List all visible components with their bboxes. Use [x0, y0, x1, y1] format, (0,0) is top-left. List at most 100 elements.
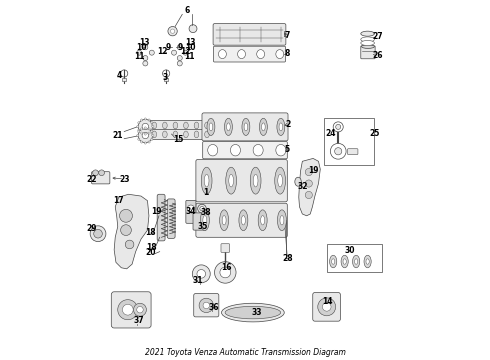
Circle shape [141, 141, 143, 143]
Circle shape [148, 132, 150, 134]
Text: 24: 24 [326, 129, 336, 138]
FancyBboxPatch shape [313, 292, 341, 321]
Circle shape [220, 267, 231, 278]
Ellipse shape [227, 123, 230, 131]
Text: 8: 8 [285, 49, 290, 58]
Ellipse shape [261, 216, 265, 225]
Circle shape [163, 70, 170, 77]
FancyBboxPatch shape [361, 46, 375, 59]
Circle shape [141, 119, 143, 121]
Circle shape [192, 265, 210, 283]
Circle shape [330, 143, 346, 159]
Circle shape [144, 142, 147, 144]
Ellipse shape [253, 174, 258, 187]
Circle shape [215, 262, 236, 283]
Circle shape [143, 45, 148, 50]
FancyBboxPatch shape [213, 24, 286, 45]
Circle shape [138, 131, 140, 133]
Ellipse shape [295, 177, 301, 186]
Text: 25: 25 [369, 129, 380, 138]
Circle shape [151, 131, 153, 133]
Circle shape [137, 306, 143, 313]
Circle shape [93, 170, 98, 176]
Text: 3: 3 [163, 73, 168, 82]
Circle shape [137, 50, 142, 55]
Text: 33: 33 [251, 308, 262, 317]
Text: 2: 2 [285, 120, 291, 129]
Ellipse shape [330, 255, 337, 268]
FancyBboxPatch shape [193, 213, 206, 230]
FancyBboxPatch shape [157, 194, 165, 241]
Circle shape [305, 168, 313, 176]
Ellipse shape [201, 167, 212, 194]
Circle shape [305, 180, 313, 187]
Text: 5: 5 [285, 145, 290, 154]
Circle shape [138, 120, 152, 134]
Ellipse shape [259, 118, 268, 135]
Ellipse shape [343, 259, 346, 264]
Ellipse shape [242, 216, 245, 225]
Circle shape [171, 29, 175, 33]
Ellipse shape [222, 216, 226, 225]
Circle shape [197, 204, 206, 213]
Text: 1: 1 [203, 188, 208, 197]
Text: 13: 13 [139, 39, 149, 48]
Ellipse shape [204, 174, 209, 187]
Ellipse shape [207, 118, 215, 135]
Circle shape [141, 128, 143, 130]
Ellipse shape [361, 40, 374, 45]
Ellipse shape [257, 50, 265, 59]
Text: 9: 9 [165, 43, 171, 52]
Text: 21: 21 [113, 131, 123, 140]
Circle shape [122, 304, 133, 315]
Text: 22: 22 [86, 175, 97, 184]
Circle shape [168, 27, 177, 36]
Text: 30: 30 [345, 246, 355, 255]
Text: 16: 16 [221, 263, 232, 272]
Text: 23: 23 [120, 175, 130, 184]
Circle shape [133, 303, 147, 316]
Text: 14: 14 [322, 297, 333, 306]
Ellipse shape [205, 122, 209, 129]
Circle shape [144, 133, 147, 135]
Text: 19: 19 [151, 207, 162, 216]
Ellipse shape [194, 122, 199, 129]
Text: 38: 38 [200, 208, 211, 217]
Circle shape [148, 119, 150, 121]
FancyBboxPatch shape [149, 121, 210, 130]
Circle shape [99, 170, 104, 176]
Text: 37: 37 [134, 316, 145, 325]
Circle shape [152, 134, 154, 136]
Ellipse shape [278, 174, 282, 187]
Circle shape [138, 128, 152, 143]
Circle shape [177, 55, 182, 60]
Ellipse shape [208, 144, 218, 156]
Ellipse shape [244, 123, 247, 131]
Circle shape [143, 55, 148, 60]
Text: 35: 35 [197, 222, 208, 231]
Ellipse shape [361, 37, 374, 42]
Text: 32: 32 [297, 182, 308, 191]
Ellipse shape [225, 306, 281, 319]
Circle shape [203, 302, 210, 309]
Ellipse shape [200, 210, 209, 231]
Bar [122, 78, 126, 81]
Circle shape [125, 240, 134, 249]
FancyBboxPatch shape [347, 149, 358, 154]
Text: 10: 10 [185, 43, 196, 52]
Ellipse shape [277, 210, 286, 231]
Ellipse shape [277, 118, 285, 135]
Ellipse shape [184, 131, 188, 138]
Ellipse shape [152, 122, 157, 129]
FancyBboxPatch shape [194, 293, 219, 317]
Ellipse shape [352, 255, 360, 268]
Circle shape [200, 207, 204, 211]
FancyBboxPatch shape [196, 203, 287, 237]
Circle shape [148, 128, 150, 130]
Ellipse shape [276, 144, 286, 156]
Circle shape [197, 270, 206, 278]
Circle shape [118, 300, 138, 320]
Circle shape [137, 125, 139, 127]
Ellipse shape [221, 303, 284, 322]
Circle shape [90, 226, 106, 242]
